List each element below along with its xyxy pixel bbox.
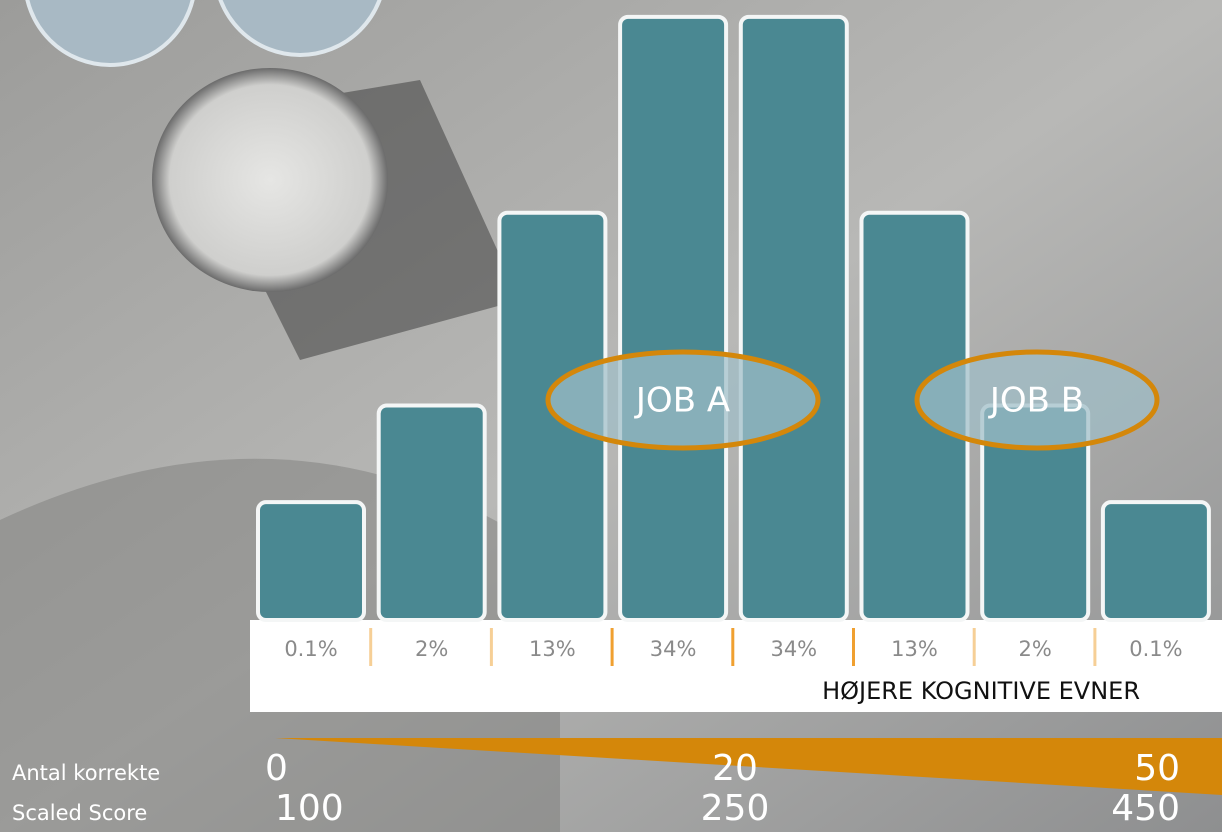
value-label: 0.1%: [1129, 637, 1182, 661]
value-label: 2%: [415, 637, 448, 661]
scale-tick: 450: [1111, 788, 1180, 829]
value-label: 34%: [650, 637, 697, 661]
scale-tick: 250: [701, 788, 770, 829]
watch-face: [152, 68, 388, 292]
bar: [741, 17, 847, 620]
bar: [379, 406, 485, 620]
scale-tick: 100: [275, 788, 344, 829]
value-label: 0.1%: [284, 637, 337, 661]
scale-tick: 20: [712, 748, 758, 789]
bar: [1103, 502, 1209, 620]
value-label: 34%: [770, 637, 817, 661]
scale-tick: 50: [1134, 748, 1180, 789]
slide: HØJERE KOGNITIVE EVNER 0.1% 2% 13% 34% 34% 13…: [0, 0, 1222, 832]
annotation: JOB B: [988, 381, 1084, 421]
scale-name: Scaled Score: [12, 801, 147, 825]
annotation: JOB A: [634, 381, 730, 421]
scale-name: Antal korrekte: [12, 761, 160, 785]
value-label: 13%: [891, 637, 938, 661]
bar: [620, 17, 726, 620]
scale-tick: 0: [265, 748, 288, 789]
x-label: HØJERE KOGNITIVE EVNER: [822, 677, 1140, 705]
bar: [258, 502, 364, 620]
value-label: 13%: [529, 637, 576, 661]
value-label: 2%: [1019, 637, 1052, 661]
